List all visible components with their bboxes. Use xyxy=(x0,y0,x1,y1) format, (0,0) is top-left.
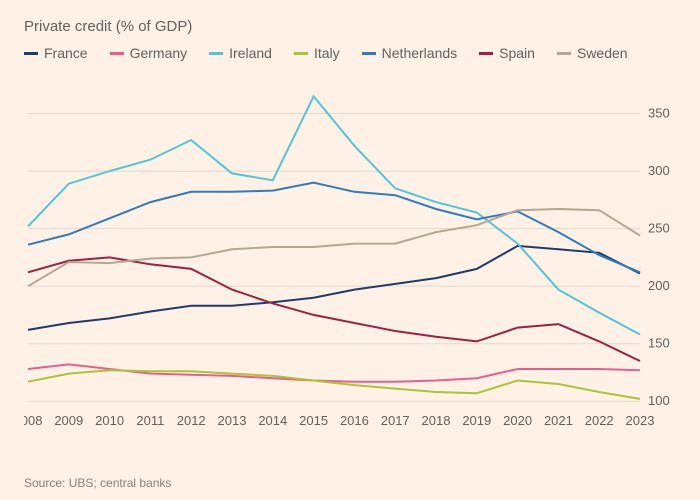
legend-item: France xyxy=(24,45,88,61)
x-tick-label: 2018 xyxy=(422,413,451,428)
chart-svg: 100 150 200 250 300 350 2008 2009 2010 2011 2012 20… xyxy=(24,73,676,433)
legend-label: Netherlands xyxy=(382,45,458,61)
legend-item: Spain xyxy=(479,45,535,61)
x-tick-label: 2009 xyxy=(54,413,83,428)
x-tick-label: 2023 xyxy=(626,413,655,428)
legend-label: Ireland xyxy=(229,45,272,61)
chart-container: Private credit (% of GDP) France Germany I… xyxy=(0,0,700,500)
chart-title: Private credit (% of GDP) xyxy=(24,18,676,35)
legend-item: Ireland xyxy=(209,45,272,61)
series-line xyxy=(28,370,640,399)
x-tick-label: 2014 xyxy=(258,413,287,428)
y-tick-label: 250 xyxy=(648,221,670,236)
series-line xyxy=(28,96,640,334)
x-tick-label: 2016 xyxy=(340,413,369,428)
x-tick-label: 2015 xyxy=(299,413,328,428)
legend-swatch xyxy=(479,52,493,55)
x-tick-label: 2022 xyxy=(585,413,614,428)
plot-area: 100 150 200 250 300 350 2008 2009 2010 2011 2012 20… xyxy=(24,73,676,433)
x-tick-label: 2017 xyxy=(381,413,410,428)
legend-swatch xyxy=(294,52,308,55)
series-line xyxy=(28,257,640,361)
legend-swatch xyxy=(557,52,571,55)
legend-label: Sweden xyxy=(577,45,628,61)
legend-label: Spain xyxy=(499,45,535,61)
legend-item: Sweden xyxy=(557,45,628,61)
legend-item: Germany xyxy=(110,45,188,61)
legend-label: Italy xyxy=(314,45,340,61)
y-tick-label: 300 xyxy=(648,163,670,178)
x-tick-label: 2008 xyxy=(24,413,42,428)
x-tick-label: 2020 xyxy=(503,413,532,428)
y-tick-label: 200 xyxy=(648,278,670,293)
x-tick-label: 2021 xyxy=(544,413,573,428)
y-tick-label: 100 xyxy=(648,393,670,408)
legend-swatch xyxy=(209,52,223,55)
legend-label: France xyxy=(44,45,88,61)
legend: France Germany Ireland Italy Netherlands Spai… xyxy=(24,45,676,61)
y-tick-label: 350 xyxy=(648,106,670,121)
legend-item: Italy xyxy=(294,45,340,61)
legend-item: Netherlands xyxy=(362,45,458,61)
source-note: Source: UBS; central banks xyxy=(24,476,171,490)
x-tick-label: 2011 xyxy=(136,413,164,428)
legend-swatch xyxy=(110,52,124,55)
y-tick-label: 150 xyxy=(648,336,670,351)
legend-swatch xyxy=(362,52,376,55)
x-tick-label: 2019 xyxy=(462,413,491,428)
x-tick-label: 2010 xyxy=(95,413,124,428)
x-tick-label: 2012 xyxy=(177,413,206,428)
x-tick-label: 2013 xyxy=(218,413,247,428)
series-line xyxy=(28,364,640,381)
legend-label: Germany xyxy=(130,45,188,61)
legend-swatch xyxy=(24,52,38,55)
